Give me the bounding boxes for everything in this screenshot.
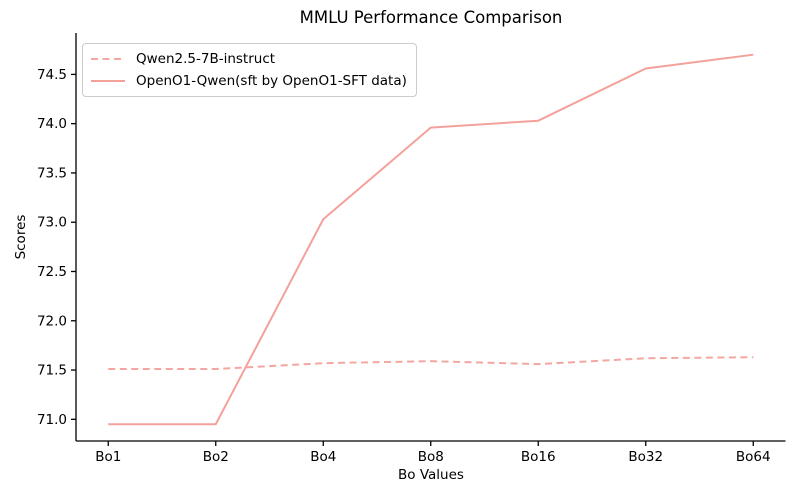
x-tick-label: Bo4	[310, 449, 336, 465]
legend-dashed-line-icon	[91, 58, 125, 60]
y-axis-label: Scores	[13, 214, 29, 260]
y-tick-label: 71.0	[37, 412, 67, 428]
legend-row-qwen: Qwen2.5-7B-instruct	[90, 51, 407, 67]
y-tick-label: 71.5	[37, 363, 67, 379]
x-tick-label: Bo16	[521, 449, 556, 465]
y-tick-label: 72.5	[37, 264, 67, 280]
legend-solid-line-icon	[91, 80, 125, 82]
series-line-0	[108, 356, 754, 371]
legend-label-openo1: OpenO1-Qwen(sft by OpenO1-SFT data)	[136, 73, 407, 89]
x-tick-label: Bo32	[628, 449, 663, 465]
legend-label-qwen: Qwen2.5-7B-instruct	[136, 51, 276, 67]
x-tick-label: Bo1	[95, 449, 121, 465]
y-tick-label: 74.0	[37, 116, 67, 132]
y-tick-label: 73.5	[37, 165, 67, 181]
x-tick-label: Bo2	[203, 449, 229, 465]
legend-row-openo1: OpenO1-Qwen(sft by OpenO1-SFT data)	[90, 73, 407, 89]
x-tick-label: Bo8	[418, 449, 444, 465]
legend: Qwen2.5-7B-instruct OpenO1-Qwen(sft by O…	[82, 43, 417, 97]
y-tick-label: 72.0	[37, 313, 67, 329]
series-line-1	[108, 53, 754, 426]
x-tick-label: Bo64	[736, 449, 771, 465]
x-axis-label: Bo Values	[398, 467, 464, 483]
chart-title: MMLU Performance Comparison	[299, 8, 563, 27]
y-tick-label: 73.0	[37, 215, 67, 231]
y-tick-label: 74.5	[37, 67, 67, 83]
